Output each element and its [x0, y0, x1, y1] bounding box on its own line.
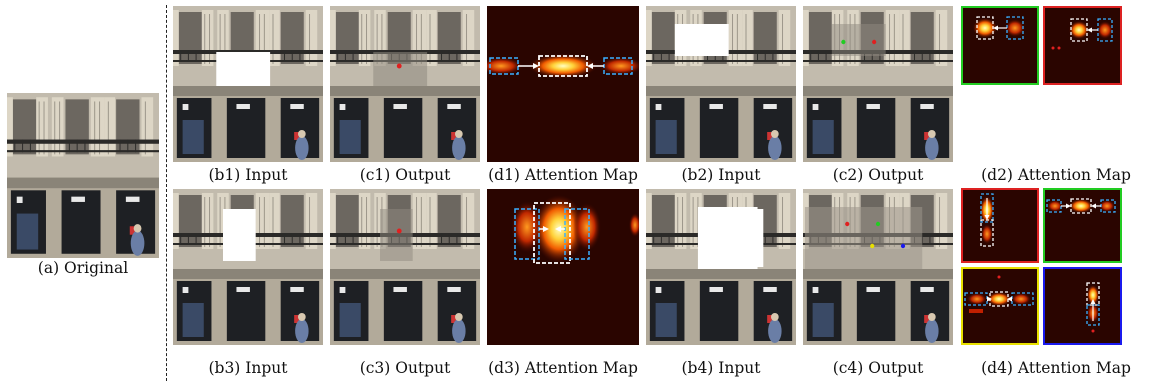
caption-b1: (b1) Input [208, 166, 288, 184]
input-b1 [173, 6, 323, 162]
attention-map-d4-blue [1043, 267, 1122, 345]
input-b3 [173, 189, 323, 345]
attention-map-d4-yellow [961, 267, 1039, 345]
caption-d2: (d2) Attention Map [981, 166, 1131, 184]
attention-map-d1 [487, 6, 639, 162]
caption-b3: (b3) Input [208, 359, 288, 377]
caption-b4: (b4) Input [681, 359, 761, 377]
input-b4 [646, 189, 796, 345]
caption-d3: (d3) Attention Map [488, 359, 638, 377]
output-c1 [330, 6, 480, 162]
input-b2 [646, 6, 796, 162]
attention-map-d4-red [961, 188, 1039, 263]
caption-b2: (b2) Input [681, 166, 761, 184]
attention-map-d4-green [1043, 188, 1122, 263]
attention-map-d3 [487, 189, 639, 345]
caption-c1: (c1) Output [359, 166, 451, 184]
output-c3 [330, 189, 480, 345]
attention-map-d2-red [1043, 6, 1122, 85]
attention-map-d2-green [961, 6, 1039, 85]
caption-c2: (c2) Output [832, 166, 924, 184]
output-c4 [803, 189, 953, 345]
dashed-divider [166, 5, 167, 381]
caption-c4: (c4) Output [832, 359, 924, 377]
caption-c3: (c3) Output [359, 359, 451, 377]
caption-original: (a) Original [37, 259, 129, 277]
output-c2 [803, 6, 953, 162]
caption-d1: (d1) Attention Map [488, 166, 638, 184]
original-image [7, 93, 159, 258]
caption-d4: (d4) Attention Map [981, 359, 1131, 377]
